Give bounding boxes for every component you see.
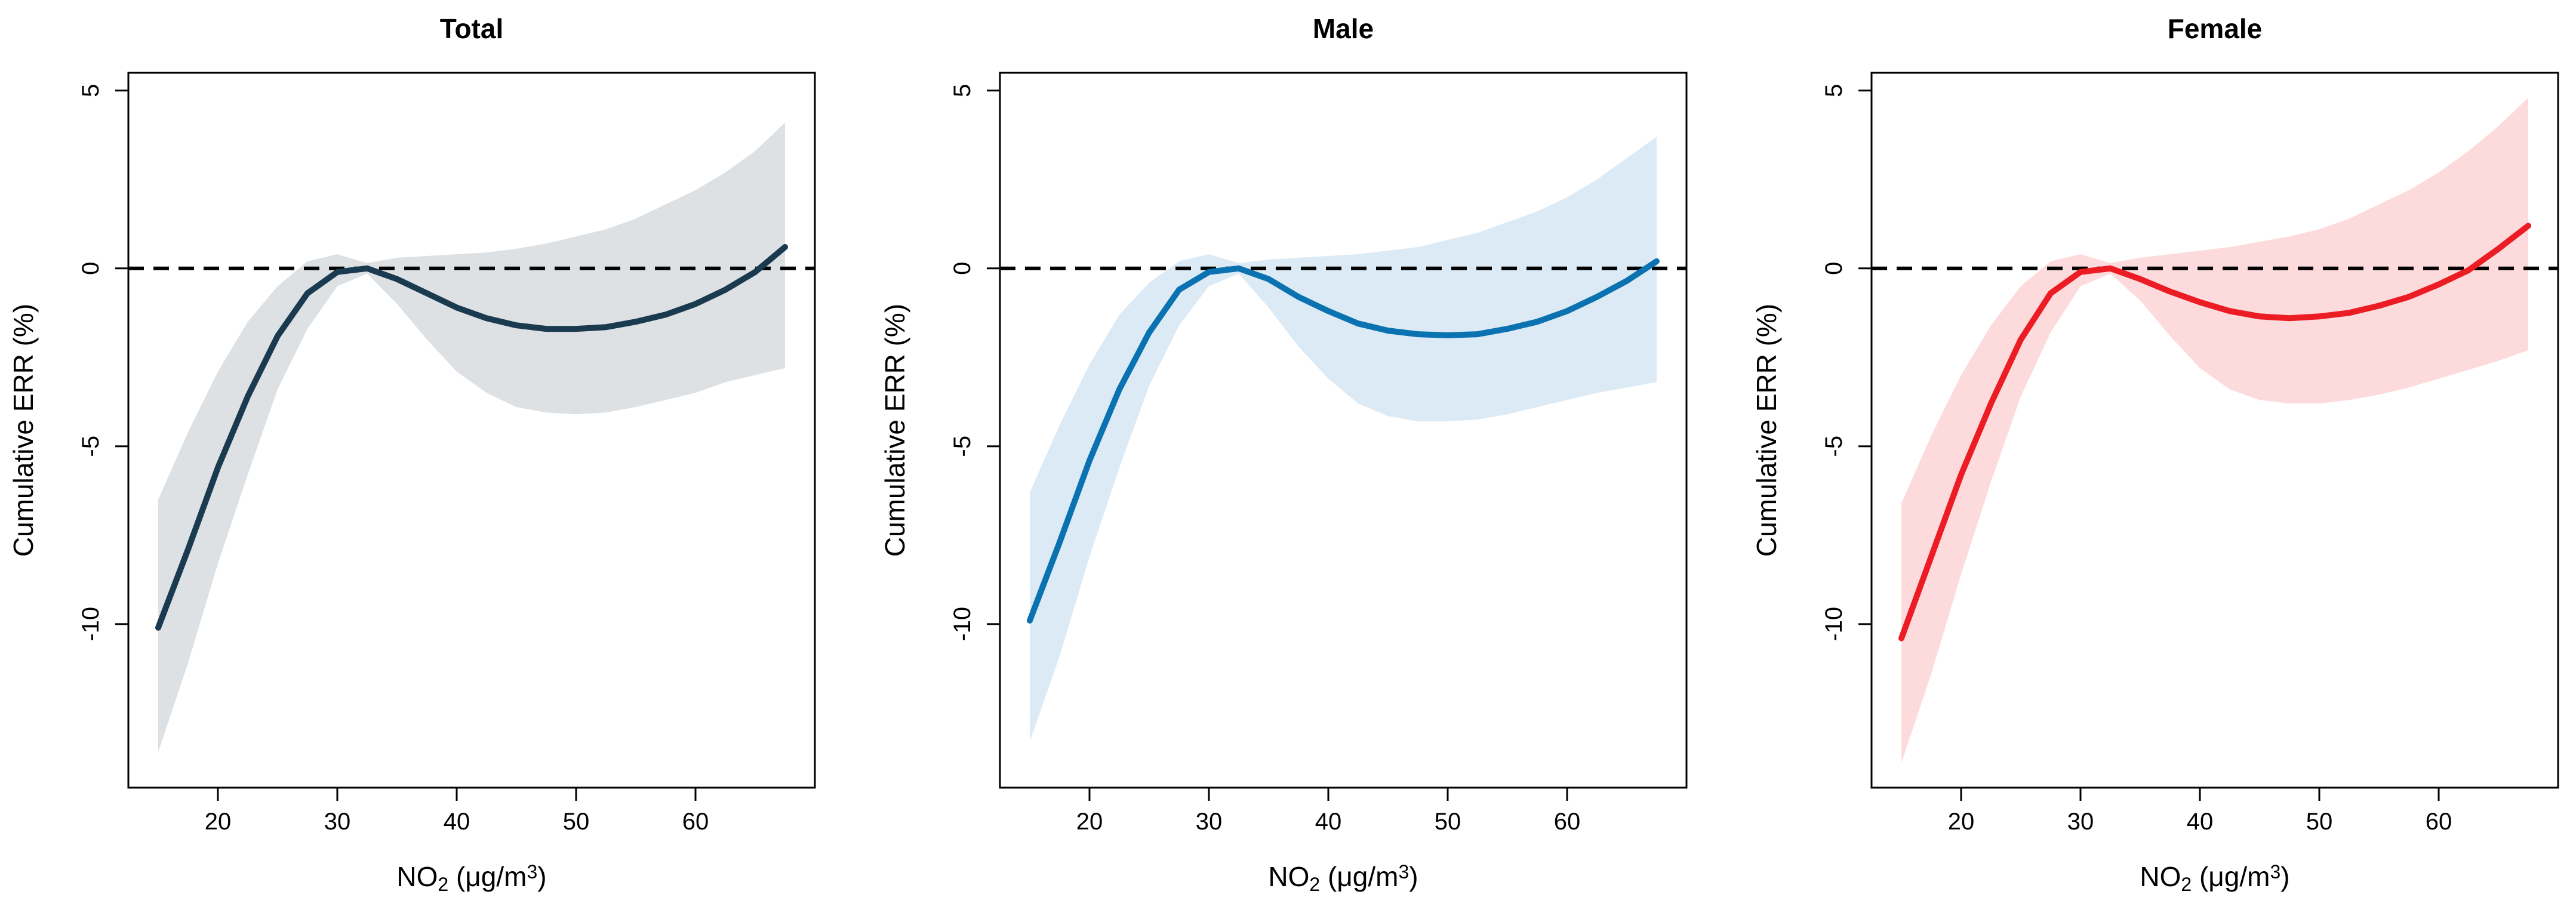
confidence-band — [158, 122, 785, 752]
x-axis-label: NO2 (μg/m3) — [1268, 861, 1418, 895]
y-axis-label: Cumulative ERR (%) — [8, 304, 39, 557]
confidence-band — [1030, 137, 1657, 742]
y-tick-label: 0 — [949, 262, 975, 275]
plot-frame — [1870, 72, 2559, 789]
y-tick-label: -10 — [78, 607, 104, 641]
y-tick-label: -5 — [1821, 436, 1847, 457]
x-tick-label: 30 — [324, 809, 351, 835]
x-tick-label: 50 — [563, 809, 590, 835]
x-tick-label: 50 — [1435, 809, 1461, 835]
x-axis-label: NO2 (μg/m3) — [396, 861, 546, 895]
y-tick-label: -10 — [1821, 607, 1847, 641]
panel-title: Total — [440, 13, 503, 44]
x-tick-label: 60 — [2426, 809, 2452, 835]
x-tick-label: 30 — [1196, 809, 1223, 835]
estimate-line — [1027, 258, 1660, 624]
y-axis-label: Cumulative ERR (%) — [879, 304, 910, 557]
x-tick-label: 60 — [682, 809, 709, 835]
estimate-line — [155, 244, 788, 631]
x-tick-label: 20 — [205, 809, 232, 835]
y-tick-label: 5 — [78, 84, 104, 97]
y-tick-label: 5 — [1821, 84, 1847, 97]
y-axis-label: Cumulative ERR (%) — [1751, 304, 1782, 557]
y-tick-label: 5 — [949, 84, 975, 97]
x-axis-label: NO2 (μg/m3) — [2140, 861, 2289, 895]
x-tick-label: 40 — [444, 809, 470, 835]
panel-title: Female — [2168, 13, 2263, 44]
x-tick-label: 40 — [2187, 809, 2214, 835]
x-tick-label: 40 — [1315, 809, 1342, 835]
y-tick-label: 0 — [78, 262, 104, 275]
plot-frame — [999, 72, 1688, 789]
x-tick-label: 50 — [2306, 809, 2333, 835]
y-tick-label: -10 — [949, 607, 975, 641]
x-tick-label: 20 — [1076, 809, 1103, 835]
plot-frame — [127, 72, 816, 789]
panel-title: Male — [1313, 13, 1374, 44]
confidence-band — [1901, 97, 2528, 763]
y-tick-label: 0 — [1821, 262, 1847, 275]
x-tick-label: 20 — [1948, 809, 1975, 835]
y-tick-label: -5 — [949, 436, 975, 457]
y-tick-label: -5 — [78, 436, 104, 457]
x-tick-label: 30 — [2067, 809, 2094, 835]
estimate-line — [1898, 223, 2531, 641]
x-tick-label: 60 — [1554, 809, 1581, 835]
